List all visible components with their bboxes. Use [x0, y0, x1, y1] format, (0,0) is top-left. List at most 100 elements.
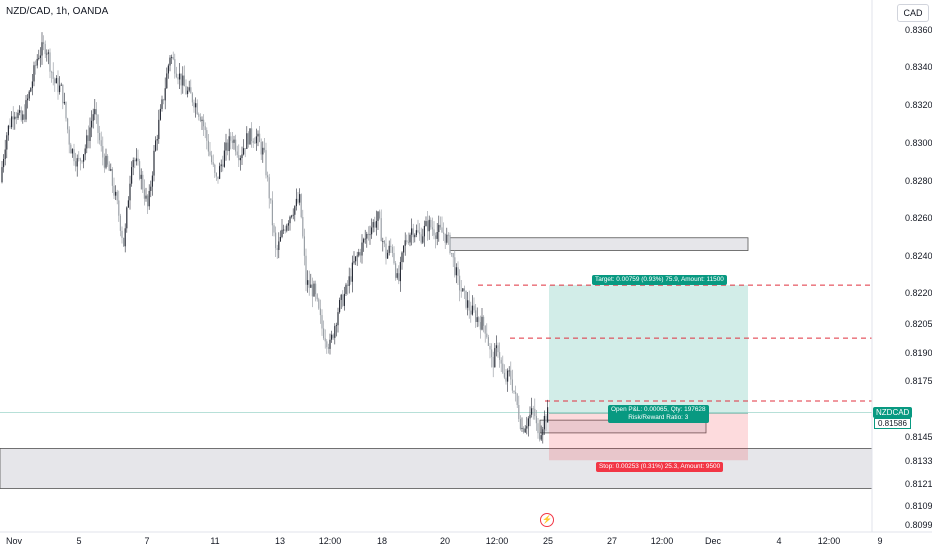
candle-body	[260, 142, 262, 155]
candle-body	[318, 299, 320, 309]
candle-body	[281, 229, 283, 237]
target-label[interactable]: Target: 0.00759 (0.93%) 75.9, Amount: 11…	[592, 275, 727, 286]
candle-body	[6, 135, 8, 150]
candle-body	[396, 273, 398, 278]
candle-body	[31, 81, 33, 89]
candle-body	[513, 390, 515, 393]
symbol-title[interactable]: NZD/CAD, 1h, OANDA	[6, 6, 109, 17]
candle-body	[57, 78, 59, 93]
candle-body	[153, 150, 155, 176]
candle-body	[254, 142, 256, 144]
candle-body	[275, 232, 277, 249]
candle-body	[476, 317, 478, 322]
candle-body	[1, 167, 3, 183]
candle-body	[475, 310, 477, 322]
candle-body	[25, 100, 27, 120]
candle-body	[454, 257, 456, 276]
x-tick-label: 13	[275, 536, 285, 546]
candle-body	[190, 87, 192, 94]
candle-body	[335, 325, 337, 327]
profit-area	[549, 285, 748, 413]
candle-body	[347, 284, 349, 286]
currency-button[interactable]: CAD	[897, 4, 929, 22]
candle-body	[135, 158, 137, 162]
candle-body	[460, 290, 462, 292]
lightning-icon[interactable]: ⚡	[540, 513, 554, 527]
x-tick-label: 5	[76, 536, 81, 546]
candle-body	[63, 101, 65, 104]
candle-body	[372, 222, 374, 228]
candle-body	[326, 341, 328, 348]
candle-body	[17, 112, 19, 119]
demand-zone	[0, 448, 873, 489]
candle-body	[297, 198, 299, 203]
open-pnl-label[interactable]: Open P&L: 0.00065, Qty: 197628 Risk/Rewa…	[608, 404, 709, 423]
candle-body	[263, 147, 265, 151]
stop-label[interactable]: Stop: 0.00253 (0.31%) 25.3, Amount: 9500	[596, 462, 724, 473]
candle-body	[481, 316, 483, 330]
candle-body	[79, 158, 81, 161]
candle-body	[415, 230, 417, 236]
candle-body	[545, 415, 547, 423]
candle-body	[363, 239, 365, 243]
candle-body	[353, 261, 355, 263]
candle-body	[313, 283, 315, 297]
candle-body	[382, 240, 384, 242]
current-price: 0.81586	[874, 417, 911, 429]
candle-body	[179, 73, 181, 80]
candle-body	[414, 235, 416, 238]
candle-body	[500, 359, 502, 364]
candle-body	[233, 139, 235, 143]
candle-body	[409, 234, 411, 243]
candle-body	[343, 293, 345, 306]
candle-body	[340, 294, 342, 301]
candle-body	[271, 200, 273, 226]
candle-body	[71, 149, 73, 154]
candle-body	[220, 164, 222, 167]
candle-body	[235, 139, 237, 152]
candle-body	[307, 280, 309, 285]
candle-body	[425, 221, 427, 226]
candle-body	[535, 416, 537, 424]
candle-body	[121, 230, 123, 238]
x-tick-label: Dec	[705, 536, 722, 546]
candle-body	[447, 234, 449, 236]
candle-body	[30, 88, 32, 92]
candle-body	[70, 144, 72, 154]
candle-body	[35, 65, 37, 67]
candle-body	[87, 135, 89, 141]
candle-body	[441, 227, 443, 233]
candle-body	[489, 345, 491, 350]
candle-body	[91, 120, 93, 128]
candle-body	[417, 230, 419, 233]
x-tick-label: 12:00	[319, 536, 342, 546]
candle-body	[383, 240, 385, 244]
candle-body	[105, 155, 107, 168]
candle-body	[267, 175, 269, 178]
candle-body	[225, 142, 227, 151]
candle-body	[308, 280, 310, 288]
candle-body	[422, 236, 424, 243]
candle-body	[124, 228, 126, 247]
candle-body	[287, 223, 289, 226]
x-tick-label: 27	[607, 536, 617, 546]
candle-body	[375, 220, 377, 228]
candle-body	[487, 337, 489, 346]
candle-body	[459, 275, 461, 291]
candle-body	[492, 356, 494, 368]
candle-body	[265, 150, 267, 176]
candle-body	[289, 216, 291, 224]
candle-body	[319, 308, 321, 316]
candle-body	[497, 345, 499, 353]
candle-body	[150, 186, 152, 191]
candle-body	[324, 338, 326, 342]
candle-body	[411, 228, 413, 235]
candle-body	[15, 116, 17, 119]
candle-body	[175, 73, 177, 78]
candle-body	[139, 161, 141, 179]
